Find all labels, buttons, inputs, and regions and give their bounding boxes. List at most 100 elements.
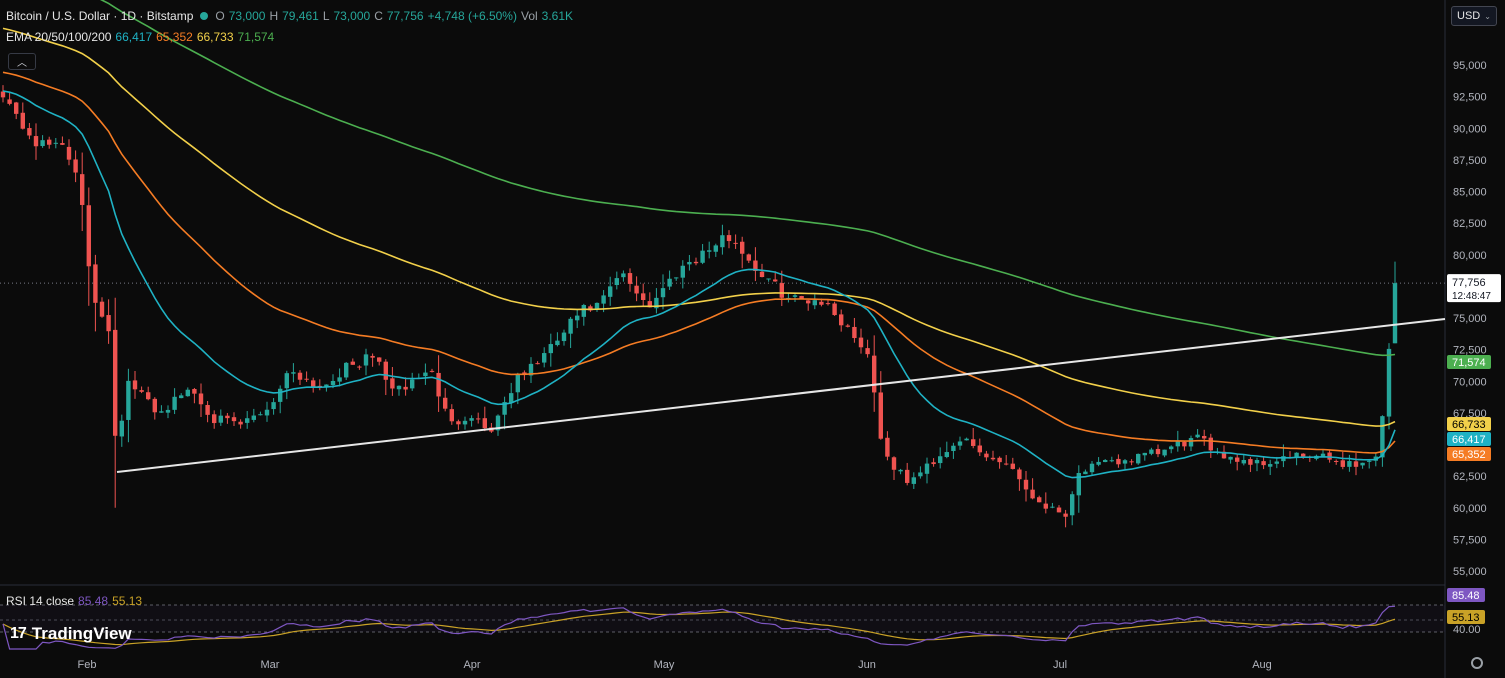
candle-body (858, 337, 864, 348)
candle-body (1221, 451, 1227, 459)
rsi-badge-bg (1447, 588, 1485, 602)
candle-body (1149, 449, 1154, 454)
candle-body (20, 112, 25, 129)
ema-legend[interactable]: EMA 20/50/100/200 66,417 65,352 66,733 7… (6, 30, 274, 44)
price-badge-label: 71,574 (1452, 357, 1486, 369)
chevron-down-icon: ⌄ (1484, 11, 1491, 21)
candle-body (674, 277, 679, 279)
candle-body (1195, 434, 1200, 438)
collapse-legend-button[interactable]: ︿ (8, 53, 36, 70)
rsi-legend[interactable]: RSI 14 close 85.48 55.13 (6, 594, 142, 608)
candle-body (146, 392, 151, 400)
candle-body (997, 457, 1002, 463)
candle-body (799, 295, 804, 299)
candle-body (667, 278, 672, 287)
candle-body (1228, 456, 1233, 460)
candle-body (621, 273, 626, 278)
candle-body (1056, 507, 1062, 513)
candle-body (370, 355, 375, 358)
y-tick-label: 92,500 (1453, 92, 1487, 104)
candle-body (588, 306, 593, 311)
candle-body (1043, 503, 1048, 509)
candle-body (654, 297, 659, 309)
candle-body (1386, 348, 1392, 417)
candle-body (1063, 513, 1068, 517)
candle-body (1103, 460, 1108, 463)
change-value: +4,748 (+6.50%) (427, 9, 517, 23)
candle-body (713, 245, 718, 252)
ema-label: EMA 20/50/100/200 (6, 30, 112, 44)
symbol-title[interactable]: Bitcoin / U.S. Dollar · 1D · Bitstamp (6, 9, 194, 23)
candle-body (1334, 460, 1339, 462)
candle-body (396, 385, 402, 390)
high-value: 79,461 (282, 9, 319, 23)
candle-body (113, 329, 118, 436)
candle-body (363, 354, 369, 366)
candle-body (1294, 452, 1299, 458)
candle-body (819, 301, 824, 305)
candle-body (284, 373, 289, 389)
candle-body (535, 363, 540, 365)
candle-body (482, 418, 487, 429)
candle-body (132, 380, 138, 390)
candle-body (152, 398, 157, 413)
candle-body (502, 402, 507, 415)
currency-select[interactable]: USD ⌄ (1451, 6, 1497, 26)
x-tick-label: Apr (463, 659, 480, 671)
candle-body (1182, 441, 1187, 447)
rsi-ma-value: 55.13 (112, 594, 143, 608)
candle-body (449, 409, 454, 422)
candle-body (1050, 506, 1055, 508)
candle-body (1274, 461, 1279, 464)
candle-body (443, 397, 448, 409)
candle-body (891, 457, 897, 470)
candle-body (733, 242, 738, 244)
candle-body (627, 273, 633, 284)
candle-body (1202, 435, 1207, 439)
candle-body (568, 318, 573, 334)
candle-body (185, 389, 190, 397)
candle-body (528, 363, 534, 376)
candle-body (1188, 438, 1194, 447)
rsi-label: RSI 14 close (6, 594, 75, 608)
candle-body (1089, 463, 1095, 473)
candle-body (1367, 460, 1372, 462)
candle-body (40, 140, 45, 147)
x-tick-label: Feb (78, 659, 97, 671)
candle-body (634, 285, 639, 294)
candle-body (924, 463, 930, 474)
ema200-value: 71,574 (237, 30, 275, 44)
rsi-line (2, 605, 1396, 650)
candle-body (159, 411, 164, 413)
candle-body (330, 380, 336, 386)
candle-body (693, 261, 699, 264)
candle-body (931, 462, 936, 465)
candle-body (660, 288, 666, 298)
candle-body (905, 469, 910, 483)
candle-body (878, 392, 883, 439)
candle-body (1320, 453, 1326, 457)
candle-body (53, 142, 58, 144)
candle-body (746, 254, 751, 261)
candle-body (806, 300, 811, 304)
volume-label: Vol (520, 9, 538, 23)
y-tick-label: 90,000 (1453, 123, 1487, 135)
chevron-up-icon: ︿ (17, 58, 27, 69)
candle-body (47, 139, 52, 145)
candle-body (456, 421, 461, 425)
candle-body (548, 344, 553, 354)
candle-body (344, 362, 349, 378)
y-tick-label: 85,000 (1453, 187, 1487, 199)
candle-body (1122, 460, 1128, 464)
high-label: H (269, 9, 279, 23)
candle-body (1142, 452, 1147, 456)
candle-body (832, 303, 837, 316)
candle-body (957, 441, 963, 446)
rsi-tick-label: 40.00 (1453, 624, 1481, 636)
y-tick-label: 87,500 (1453, 155, 1487, 167)
candle-body (1169, 446, 1174, 450)
candle-body (951, 445, 956, 452)
candle-body (403, 386, 408, 390)
settings-gear-icon[interactable] (1471, 657, 1483, 669)
